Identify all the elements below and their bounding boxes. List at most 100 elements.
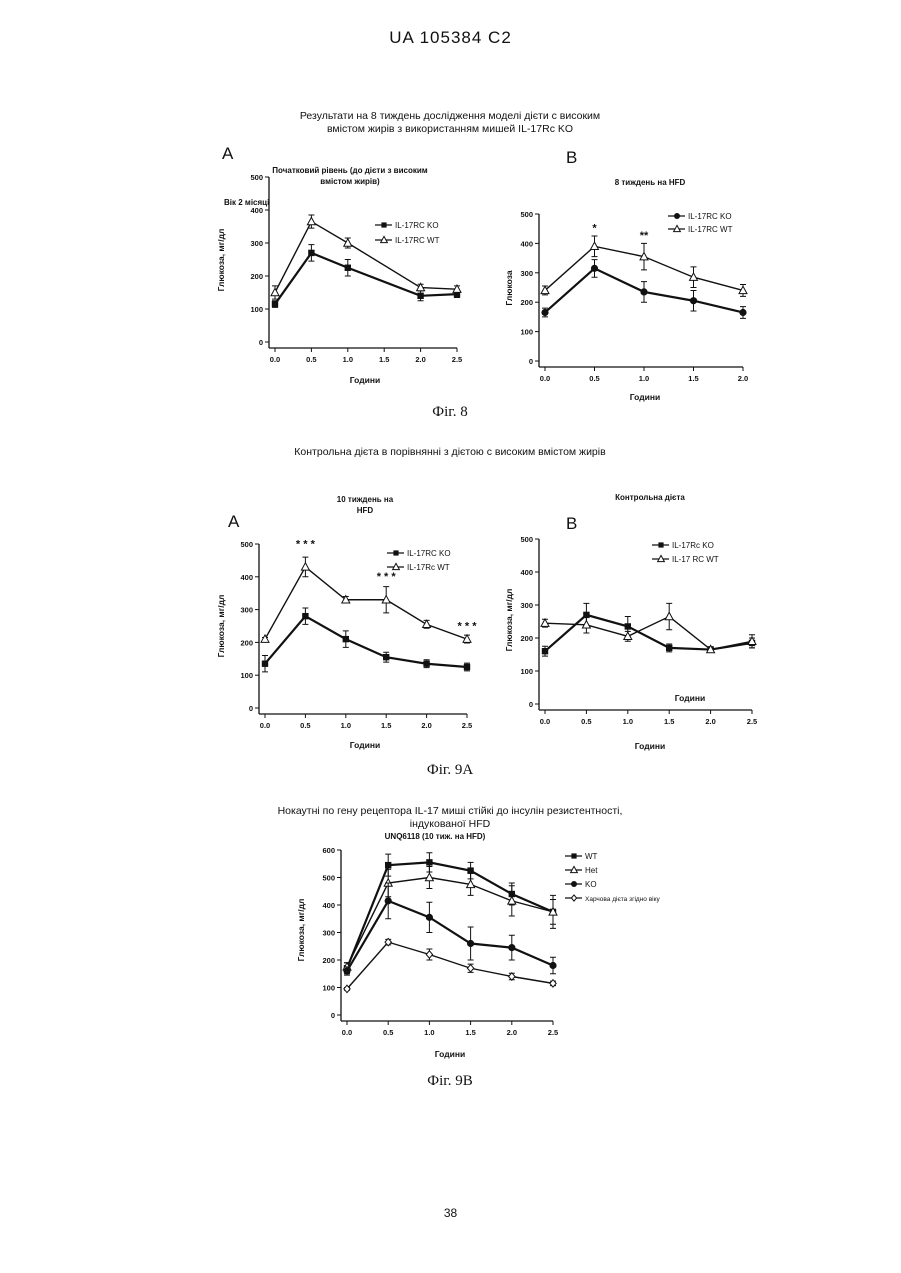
x-axis-label: Години: [350, 740, 380, 750]
legend-label: IL-17RC KO: [688, 212, 732, 221]
y-tick-label: 400: [240, 573, 253, 582]
y-tick-label: 500: [240, 540, 253, 549]
data-point: [423, 661, 429, 667]
x-tick-label: 2.5: [452, 355, 462, 364]
chart-title: 10 тиждень на: [337, 495, 394, 504]
data-point: [383, 654, 389, 660]
legend-label: IL-17Rc WT: [407, 563, 450, 572]
significance-annotation: *: [592, 223, 597, 235]
x-tick-label: 1.0: [424, 1028, 434, 1037]
legend-label: IL-17RC WT: [395, 236, 440, 245]
data-point: [467, 940, 474, 947]
y-tick-label: 100: [520, 328, 533, 337]
x-tick-label: 1.5: [664, 717, 674, 726]
x-tick-label: 2.0: [738, 374, 748, 383]
x-tick-label: 1.5: [381, 721, 391, 730]
y-tick-label: 600: [322, 846, 335, 855]
x-tick-label: 0.0: [540, 374, 550, 383]
data-point: [665, 612, 673, 619]
y-tick-label: 100: [322, 984, 335, 993]
x-tick-label: 2.5: [747, 717, 757, 726]
data-point: [509, 973, 515, 980]
chart-fig9a-a: 10 тиждень наHFD01002003004005000.00.51.…: [210, 490, 500, 760]
data-point: [426, 951, 432, 958]
y-tick-label: 400: [250, 206, 263, 215]
y-tick-label: 500: [520, 535, 533, 544]
legend-label: IL-17Rc KO: [672, 541, 714, 550]
data-point: [301, 563, 309, 570]
chart-fig8b: 8 тиждень на HFD01002003004005000.00.51.…: [500, 170, 780, 405]
series-line: [545, 617, 752, 650]
y-tick-label: 100: [240, 671, 253, 680]
data-point: [467, 965, 473, 972]
fig9b-caption-line-1: Нокаутні по гену рецептора IL-17 миші ст…: [230, 805, 670, 818]
x-tick-label: 1.5: [688, 374, 698, 383]
y-tick-label: 0: [249, 704, 253, 713]
chart-title: HFD: [357, 506, 374, 515]
x-tick-label: 0.0: [540, 717, 550, 726]
x-tick-label: 2.5: [548, 1028, 558, 1037]
data-point: [508, 944, 515, 951]
chart-title: 8 тиждень на HFD: [615, 178, 686, 187]
data-point: [640, 288, 647, 295]
data-point: [345, 265, 351, 271]
legend-marker: [571, 853, 576, 858]
x-tick-label: 1.0: [623, 717, 633, 726]
x-tick-label: 2.0: [705, 717, 715, 726]
data-point: [549, 962, 556, 969]
x-axis-label: Години: [630, 392, 660, 402]
x-tick-label: 1.0: [639, 374, 649, 383]
significance-annotation: **: [640, 230, 649, 242]
fig9a-caption: Контрольна дієта в порівнянні з дієтою с…: [250, 446, 650, 459]
data-point: [262, 661, 268, 667]
x-tick-label: 0.5: [300, 721, 310, 730]
data-point: [625, 623, 631, 629]
legend-marker: [393, 550, 398, 555]
legend-marker: [571, 895, 576, 901]
y-axis-label: Глюкоза, мг/дл: [296, 899, 306, 962]
y-axis-label: Глюкоза: [504, 270, 514, 305]
legend-label: IL-17 RC WT: [672, 555, 719, 564]
y-tick-label: 0: [529, 357, 533, 366]
x-tick-label: 0.5: [581, 717, 591, 726]
data-point: [308, 250, 314, 256]
y-tick-label: 200: [520, 634, 533, 643]
significance-annotation: * * *: [377, 571, 397, 583]
x-tick-label: 1.5: [379, 355, 389, 364]
data-point: [464, 664, 470, 670]
y-tick-label: 400: [520, 239, 533, 248]
data-point: [385, 897, 392, 904]
series-line: [347, 901, 553, 971]
legend-marker: [658, 542, 663, 547]
x-tick-label: 1.0: [343, 355, 353, 364]
y-axis-label: Глюкоза, мг/дл: [216, 595, 226, 658]
fig8-caption-line-2: вмістом жирів з використанням мишей IL-1…: [250, 123, 650, 136]
y-tick-label: 100: [250, 305, 263, 314]
data-point: [417, 293, 423, 299]
chart-title: Початковий рівень (до дієти з високим: [272, 166, 427, 175]
data-point: [426, 914, 433, 921]
series-line: [347, 942, 553, 989]
x-tick-label: 0.5: [306, 355, 316, 364]
x-tick-label: 2.0: [415, 355, 425, 364]
data-point: [591, 265, 598, 272]
y-tick-label: 200: [250, 272, 263, 281]
series-line: [275, 253, 457, 304]
fig9b-caption: Нокаутні по гену рецептора IL-17 миші ст…: [230, 805, 670, 831]
x-tick-label: 0.5: [589, 374, 599, 383]
y-tick-label: 0: [529, 700, 533, 709]
chart-title: Контрольна дієта: [615, 493, 685, 502]
x-tick-label: 2.0: [507, 1028, 517, 1037]
data-point: [739, 309, 746, 316]
patent-header: UA 105384 C2: [0, 28, 901, 48]
fig8-caption-line-1: Результати на 8 тиждень дослідження моде…: [250, 110, 650, 123]
legend-marker: [674, 213, 680, 219]
significance-annotation: * * *: [458, 620, 478, 632]
y-axis-label: Глюкоза, мг/дл: [504, 589, 514, 652]
y-axis-label: Глюкоза, мг/дл: [216, 229, 226, 292]
fig8-caption: Результати на 8 тиждень дослідження моде…: [250, 110, 650, 136]
x-axis-label: Години: [635, 741, 665, 751]
data-point: [302, 613, 308, 619]
data-point: [591, 242, 599, 249]
data-point: [467, 867, 473, 873]
